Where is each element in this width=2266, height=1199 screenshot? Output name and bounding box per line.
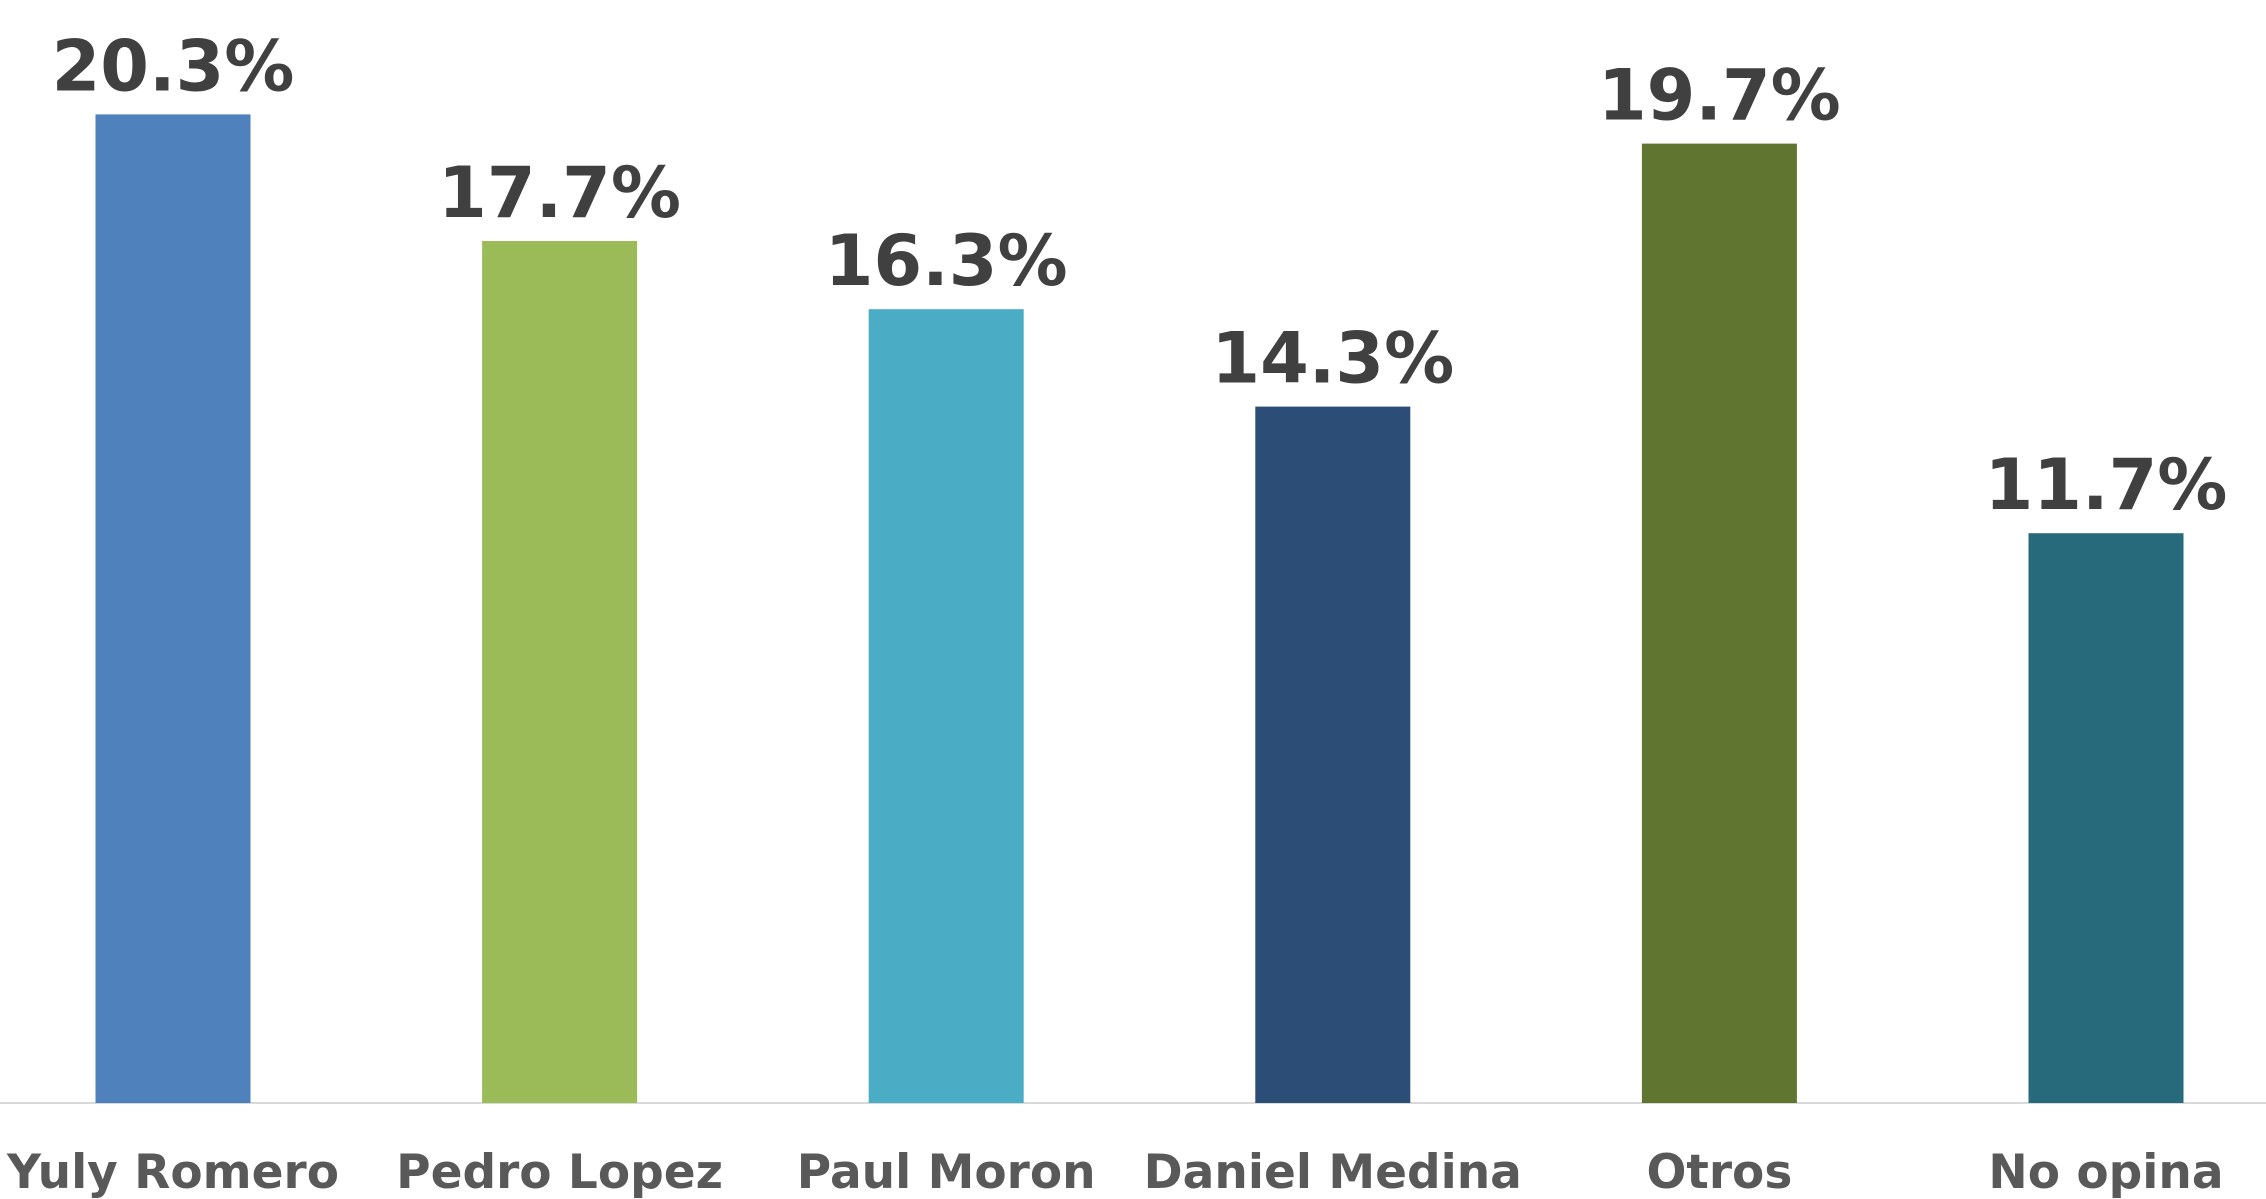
bar: [1255, 406, 1411, 1104]
x-tick-label: Paul Moron: [797, 1145, 1096, 1199]
bar: [482, 241, 638, 1103]
data-label: 14.3%: [1211, 318, 1454, 400]
x-tick-label: No opina: [1988, 1145, 2223, 1199]
x-tick-label: Yuly Romero: [6, 1145, 339, 1199]
data-label: 20.3%: [52, 25, 295, 107]
bar: [1641, 143, 1797, 1104]
x-tick-label: Pedro Lopez: [396, 1145, 723, 1199]
data-label: 11.7%: [1985, 444, 2228, 526]
bar: [2028, 533, 2184, 1103]
bar: [95, 114, 251, 1103]
x-tick-label: Daniel Medina: [1144, 1145, 1522, 1199]
x-tick-label: Otros: [1646, 1145, 1792, 1199]
data-label: 17.7%: [438, 152, 681, 234]
bar: [868, 309, 1024, 1103]
data-label: 19.7%: [1598, 55, 1841, 137]
data-label: 16.3%: [825, 220, 1068, 302]
